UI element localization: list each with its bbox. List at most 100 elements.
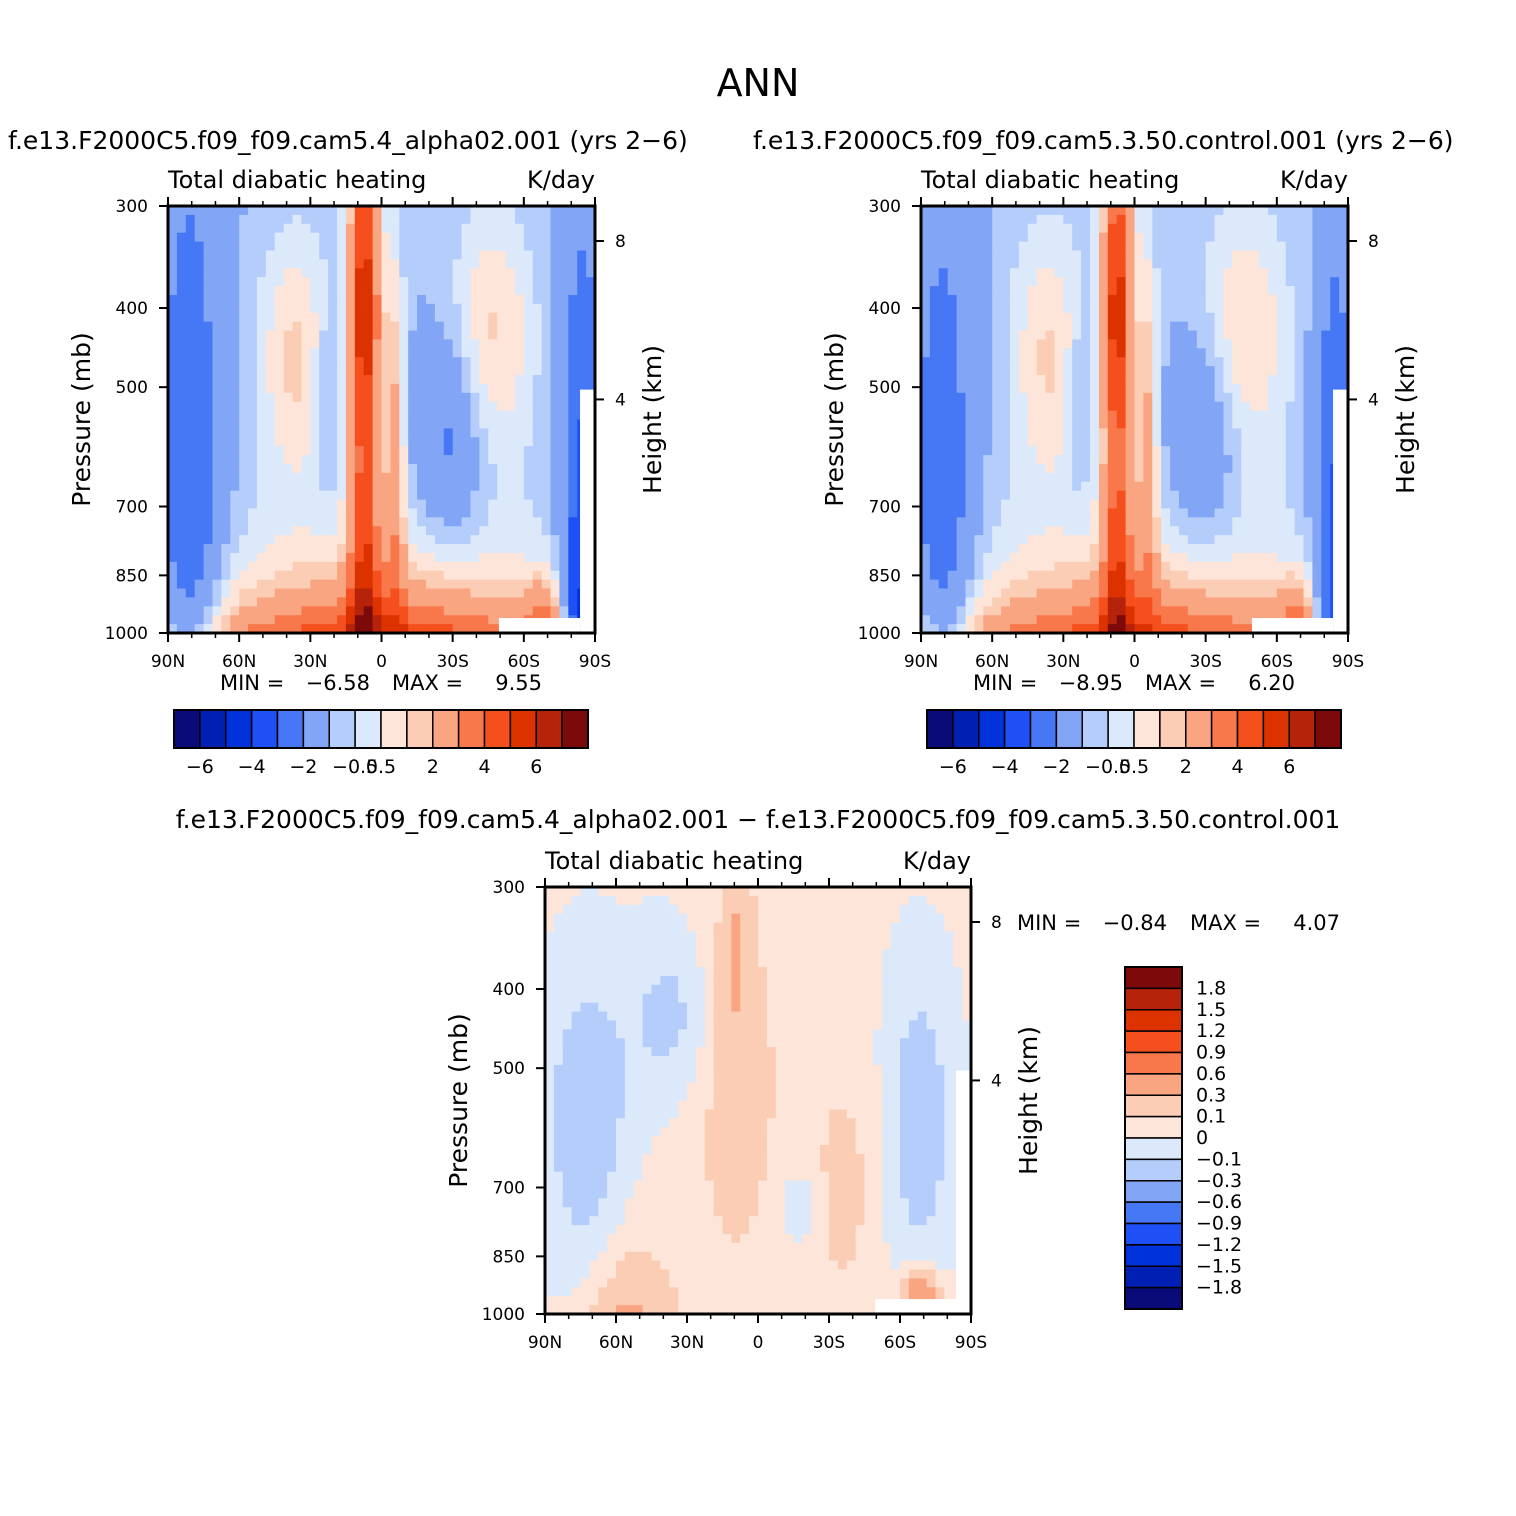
field-cell — [1339, 366, 1349, 376]
field-cell — [452, 268, 463, 278]
field-cell — [1303, 223, 1314, 234]
field-cell — [274, 517, 285, 527]
field-cell — [345, 206, 356, 216]
field-cell — [452, 223, 463, 234]
field-cell — [479, 214, 489, 225]
field-cell — [1196, 223, 1207, 234]
field-cell — [1205, 232, 1216, 243]
field-cell — [497, 606, 507, 616]
field-cell — [230, 419, 240, 429]
field-cell — [1036, 606, 1047, 616]
field-cell — [425, 339, 436, 349]
field-cell — [328, 446, 338, 456]
field-cell — [168, 624, 178, 634]
field-cell — [1241, 606, 1251, 616]
field-cell — [1196, 552, 1207, 563]
field-cell — [1241, 517, 1251, 527]
field-cell — [408, 544, 418, 554]
field-cell — [1018, 392, 1029, 403]
field-cell — [319, 401, 329, 412]
field-cell — [1072, 517, 1082, 527]
field-cell — [1250, 526, 1260, 536]
field-cell — [1116, 624, 1127, 634]
field-cell — [1081, 268, 1091, 278]
field-cell — [1152, 517, 1162, 527]
field-cell — [239, 472, 249, 483]
field-cell — [372, 446, 383, 456]
field-cell — [497, 223, 507, 234]
field-cell — [541, 455, 552, 465]
field-cell — [1267, 348, 1278, 358]
field-cell — [1152, 535, 1162, 545]
field-cell — [506, 214, 516, 225]
field-cell — [1303, 419, 1314, 429]
field-cell — [337, 206, 347, 216]
field-cell — [168, 286, 178, 296]
field-cell — [1001, 223, 1011, 234]
colorbar-label: −4 — [991, 756, 1019, 778]
field-cell — [1339, 223, 1349, 234]
field-cell — [1312, 214, 1322, 225]
field-cell — [337, 517, 347, 527]
field-cell — [461, 206, 472, 216]
field-cell — [256, 410, 267, 421]
field-cell — [337, 303, 347, 314]
field-cell — [1276, 597, 1287, 607]
field-cell — [974, 348, 984, 358]
field-cell — [363, 241, 374, 252]
field-cell — [1125, 499, 1136, 510]
field-cell — [956, 294, 967, 305]
field-cell — [1090, 472, 1100, 483]
field-cell — [381, 348, 391, 358]
field-cell — [363, 526, 374, 536]
field-cell — [1241, 357, 1251, 367]
field-cell — [1223, 232, 1233, 243]
field-cell — [443, 535, 454, 545]
field-cell — [1321, 535, 1331, 545]
field-cell — [1134, 517, 1144, 527]
field-cell — [1259, 366, 1269, 376]
field-cell — [354, 428, 365, 438]
field-cell — [1321, 446, 1331, 456]
field-cell — [461, 375, 472, 385]
field-cell — [292, 330, 303, 341]
field-cell — [1205, 277, 1216, 287]
field-cell — [1018, 588, 1029, 599]
field-cell — [550, 428, 561, 438]
field-cell — [168, 526, 178, 536]
field-cell — [1027, 579, 1038, 590]
field-cell — [1098, 455, 1109, 465]
field-cell — [1187, 508, 1198, 518]
field-cell — [274, 508, 285, 518]
field-cell — [965, 508, 975, 518]
field-cell — [497, 250, 507, 260]
field-cell — [1276, 214, 1287, 225]
field-cell — [230, 481, 240, 492]
field-cell — [974, 544, 984, 554]
field-cell — [470, 428, 480, 438]
field-cell — [1116, 535, 1127, 545]
field-cell — [1116, 214, 1127, 225]
field-cell — [523, 463, 534, 474]
field-cell — [992, 357, 1002, 367]
field-cell — [479, 330, 489, 341]
field-cell — [354, 366, 365, 376]
field-cell — [1214, 597, 1225, 607]
field-cell — [310, 366, 320, 376]
field-cell — [1276, 472, 1287, 483]
field-cell — [1170, 588, 1180, 599]
field-cell — [921, 330, 931, 341]
field-cell — [185, 392, 196, 403]
field-cell — [363, 259, 374, 269]
field-cell — [337, 339, 347, 349]
field-cell — [1063, 463, 1073, 474]
field-cell — [992, 446, 1002, 456]
field-cell — [929, 597, 940, 607]
field-cell — [292, 544, 303, 554]
x-tick-label: 90N — [151, 652, 185, 672]
field-cell — [532, 383, 543, 394]
field-cell — [292, 214, 303, 225]
field-cell — [345, 419, 356, 429]
field-cell — [1107, 446, 1118, 456]
colorbar-swatch — [561, 709, 589, 749]
